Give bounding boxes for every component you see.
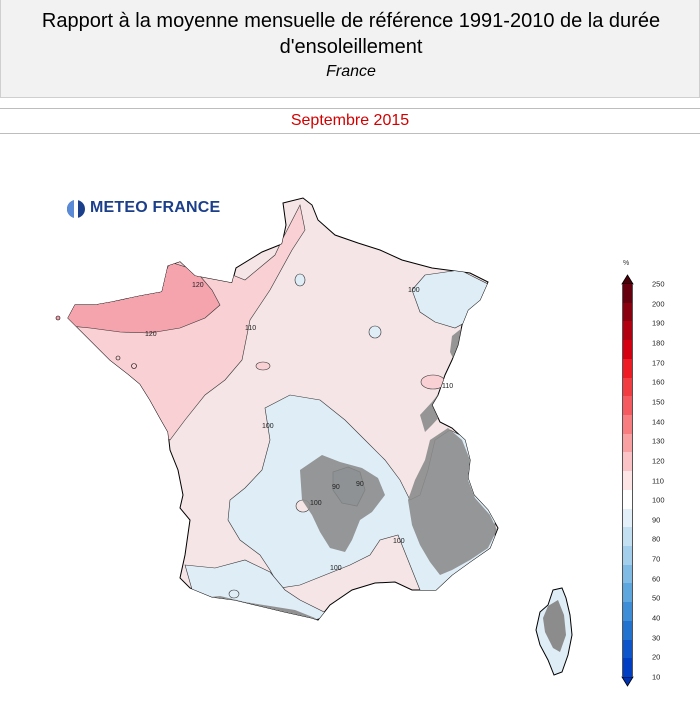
legend-label: 120 xyxy=(652,456,665,466)
legend-color-cell xyxy=(622,508,633,528)
relief-massif-central xyxy=(300,455,385,552)
contour-label-6: 110 xyxy=(442,383,453,390)
legend-color-cell xyxy=(622,415,633,435)
legend-color-cell xyxy=(622,284,633,304)
relief-corsica xyxy=(543,600,566,652)
legend-color-cell xyxy=(622,433,633,453)
legend-color-cell xyxy=(622,602,633,622)
legend-color-cell xyxy=(622,321,633,341)
legend-label: 250 xyxy=(652,279,665,289)
zone-90-100-paris xyxy=(294,273,306,287)
legend-color-cell xyxy=(622,377,633,397)
legend-label: 200 xyxy=(652,299,665,309)
contour-label-3: 110 xyxy=(245,325,256,332)
legend-unit: % xyxy=(623,260,630,267)
meteo-france-logo-icon xyxy=(67,200,85,218)
legend-label: 60 xyxy=(652,574,661,584)
legend-label: 30 xyxy=(652,633,661,643)
legend-color-cell xyxy=(622,358,633,379)
contour-label-10: 100 xyxy=(330,565,342,572)
legend-color-cell xyxy=(622,658,633,678)
legend-color-cell xyxy=(622,471,633,491)
legend-label: 10 xyxy=(652,672,661,682)
zone-110-120-centre xyxy=(255,361,271,371)
legend-color-cell xyxy=(622,527,633,547)
legend-color-cell xyxy=(622,546,633,566)
legend-label: 130 xyxy=(652,436,665,446)
legend-label: 140 xyxy=(652,417,665,427)
contour-label-1: 120 xyxy=(192,282,204,289)
contour-label-11: 100 xyxy=(393,538,405,545)
zone-90-100-pyrenees xyxy=(228,589,240,599)
legend-arrows xyxy=(621,274,634,687)
title-line-1: Rapport à la moyenne mensuelle de référe… xyxy=(41,10,661,32)
legend-color-cell xyxy=(622,564,633,584)
contour-label-4: 100 xyxy=(408,287,420,294)
legend-label: 180 xyxy=(652,338,665,348)
legend-color-cell xyxy=(622,340,633,360)
contour-label-7: 100 xyxy=(310,500,322,507)
title-line-2: d'ensoleillement xyxy=(279,36,423,58)
legend-color-cell xyxy=(622,302,633,322)
contour-label-9: 90 xyxy=(356,481,364,488)
contour-label-8: 90 xyxy=(332,484,340,491)
legend-color-cell xyxy=(622,639,633,659)
contour-label-2: 120 xyxy=(145,331,157,338)
period-bar: Septembre 2015 xyxy=(0,108,700,134)
region-subtitle: France xyxy=(326,63,376,80)
legend-label: 50 xyxy=(652,593,661,603)
legend-arrow-up xyxy=(621,274,634,285)
legend-color-cell xyxy=(622,583,633,603)
period-label: Septembre 2015 xyxy=(290,112,410,129)
legend-color-cell xyxy=(622,620,633,641)
island-groix xyxy=(115,355,121,361)
legend-label: 90 xyxy=(652,515,661,525)
legend-label: 20 xyxy=(652,652,661,662)
legend-label: 80 xyxy=(652,534,661,544)
relief-alps xyxy=(408,428,497,575)
island-belle-ile xyxy=(131,363,137,369)
legend-color-cell xyxy=(622,452,633,472)
logo-text: METEO FRANCE xyxy=(90,199,221,216)
legend-color-cell xyxy=(622,396,633,416)
contour-label-5: 100 xyxy=(262,423,274,430)
zone-90-100-champagne xyxy=(368,325,382,339)
page-title: Rapport à la moyenne mensuelle de référe… xyxy=(1,8,700,60)
legend-label: 40 xyxy=(652,613,661,623)
legend-label: 100 xyxy=(652,495,665,505)
header-panel: Rapport à la moyenne mensuelle de référe… xyxy=(0,0,700,98)
legend-label: 70 xyxy=(652,554,661,564)
legend-label: 160 xyxy=(652,377,665,387)
island-ouessant xyxy=(55,315,61,321)
legend-label: 170 xyxy=(652,358,665,368)
legend-label: 150 xyxy=(652,397,665,407)
legend-label: 190 xyxy=(652,318,665,328)
legend-color-cell xyxy=(622,489,633,510)
legend-label: 110 xyxy=(652,476,664,485)
legend-arrow-down xyxy=(621,676,634,687)
color-legend: % 250 200 190 180 170 160 150 140 130 120 110 100 90… xyxy=(617,260,692,690)
